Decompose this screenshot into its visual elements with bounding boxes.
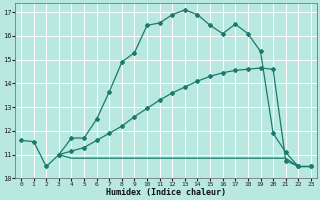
X-axis label: Humidex (Indice chaleur): Humidex (Indice chaleur) [106, 188, 226, 197]
